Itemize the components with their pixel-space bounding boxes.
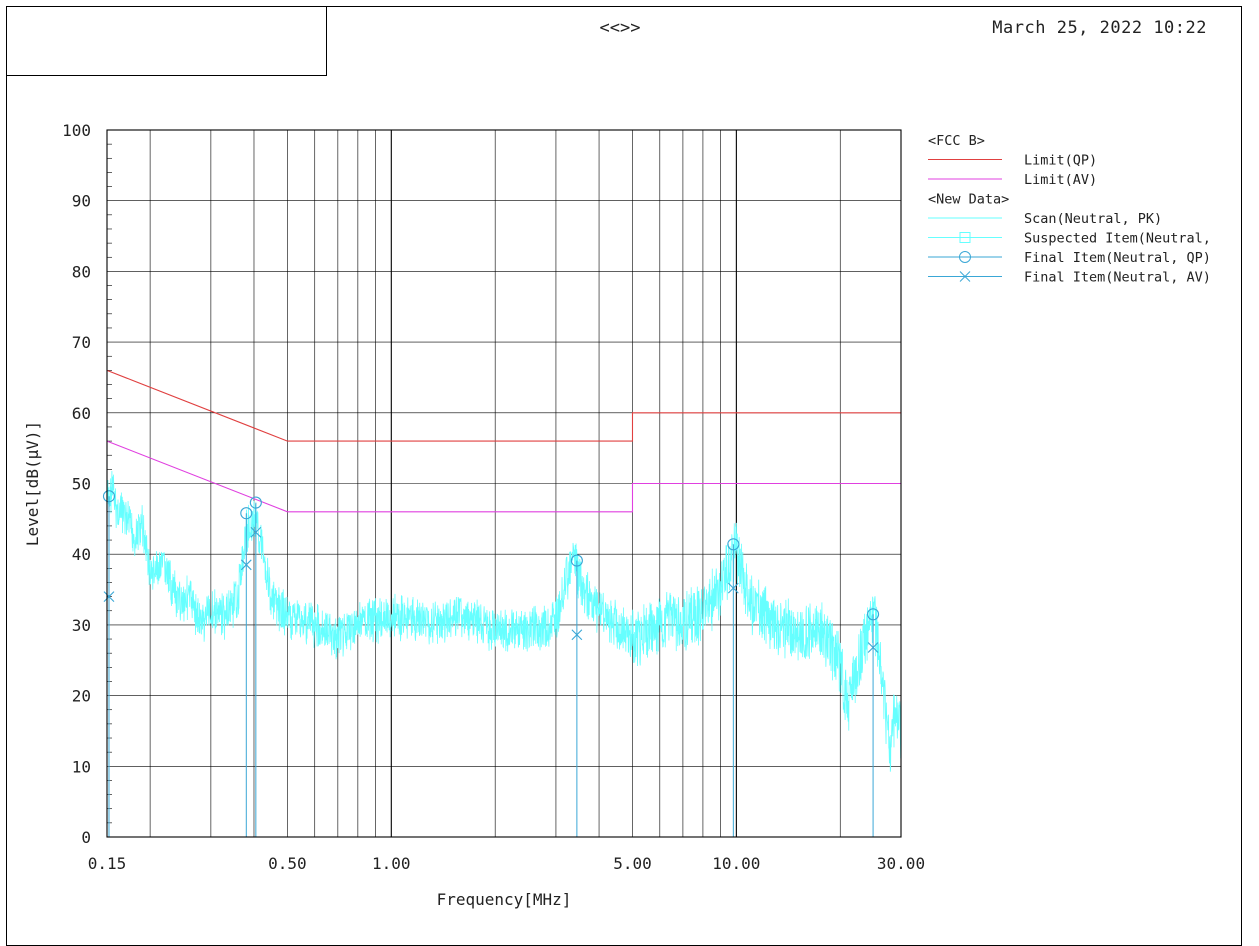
final-av-marker [240,559,252,571]
x-tick-label: 5.00 [613,854,652,873]
final-qp-marker [102,490,116,503]
final-av-marker-stroke [250,526,262,538]
final-qp-marker [727,538,740,551]
x-tick-label: 0.50 [268,854,307,873]
y-tick-label: 90 [72,192,91,211]
final-av-marker [571,629,583,641]
y-tick-label: 100 [62,121,91,140]
final-qp-marker [570,554,583,567]
y-tick-label: 10 [72,757,91,776]
legend: <FCC B> Limit(QP) Limit(AV) <New Data> Scan(… [928,133,1211,286]
x-tick-label: 10.00 [712,854,760,873]
y-tick-label: 30 [72,616,91,635]
y-tick-label: 50 [72,475,91,494]
legend-entry-label: Final Item(Neutral, QP) [1024,250,1211,266]
limit-qp-line [106,369,901,442]
legend-entry-label: Scan(Neutral, PK) [1024,211,1162,227]
y-tick-label: 60 [72,404,91,423]
final-av-marker [250,526,262,538]
final-av-marker [727,582,739,594]
legend-group-title: <FCC B> [928,133,985,149]
limit-av-line [106,440,901,513]
legend-square-marker [959,232,971,243]
legend-entry-label: Suspected Item(Neutral, [1024,231,1211,247]
legend-entry-label: Final Item(Neutral, AV) [1024,270,1211,286]
x-tick-label: 30.00 [877,854,925,873]
y-tick-label: 80 [72,262,91,281]
legend-circle-marker [959,251,971,263]
plot-area-border [106,129,902,838]
x-tick-label: 0.15 [88,854,127,873]
y-tick-label: 0 [81,828,91,847]
y-tick-label: 70 [72,333,91,352]
final-qp-marker [867,608,880,621]
final-av-marker-stroke [103,591,115,603]
final-av-marker [103,591,115,603]
final-av-marker-stroke [867,642,879,653]
header-datetime: March 25, 2022 10:22 [992,18,1207,38]
legend-entry-label: Limit(QP) [1024,153,1097,169]
scan-trace [106,471,902,772]
data-layer [102,369,902,837]
final-qp-marker [240,507,253,520]
header-info-box [6,6,327,76]
axes: 0 10 20 30 40 50 60 70 80 90 100 0.15 0.50 1.00 5.00 10… [23,121,925,909]
header-center-text: <<>> [599,18,641,38]
y-tick-label: 20 [72,687,91,706]
final-qp-marker [249,496,262,509]
x-tick-label: 1.00 [372,854,411,873]
final-av-marker-stroke [240,559,252,571]
y-axis-label: Level[dB(µV)] [23,421,42,546]
legend-x-marker [959,271,971,282]
final-av-marker-stroke [727,582,739,594]
y-tick-label: 40 [72,545,91,564]
final-av-marker-stroke [571,629,583,641]
x-axis-label: Frequency[MHz] [437,890,572,909]
legend-group-title: <New Data> [928,192,1009,208]
legend-entry-label: Limit(AV) [1024,172,1097,188]
final-av-marker [867,642,879,653]
